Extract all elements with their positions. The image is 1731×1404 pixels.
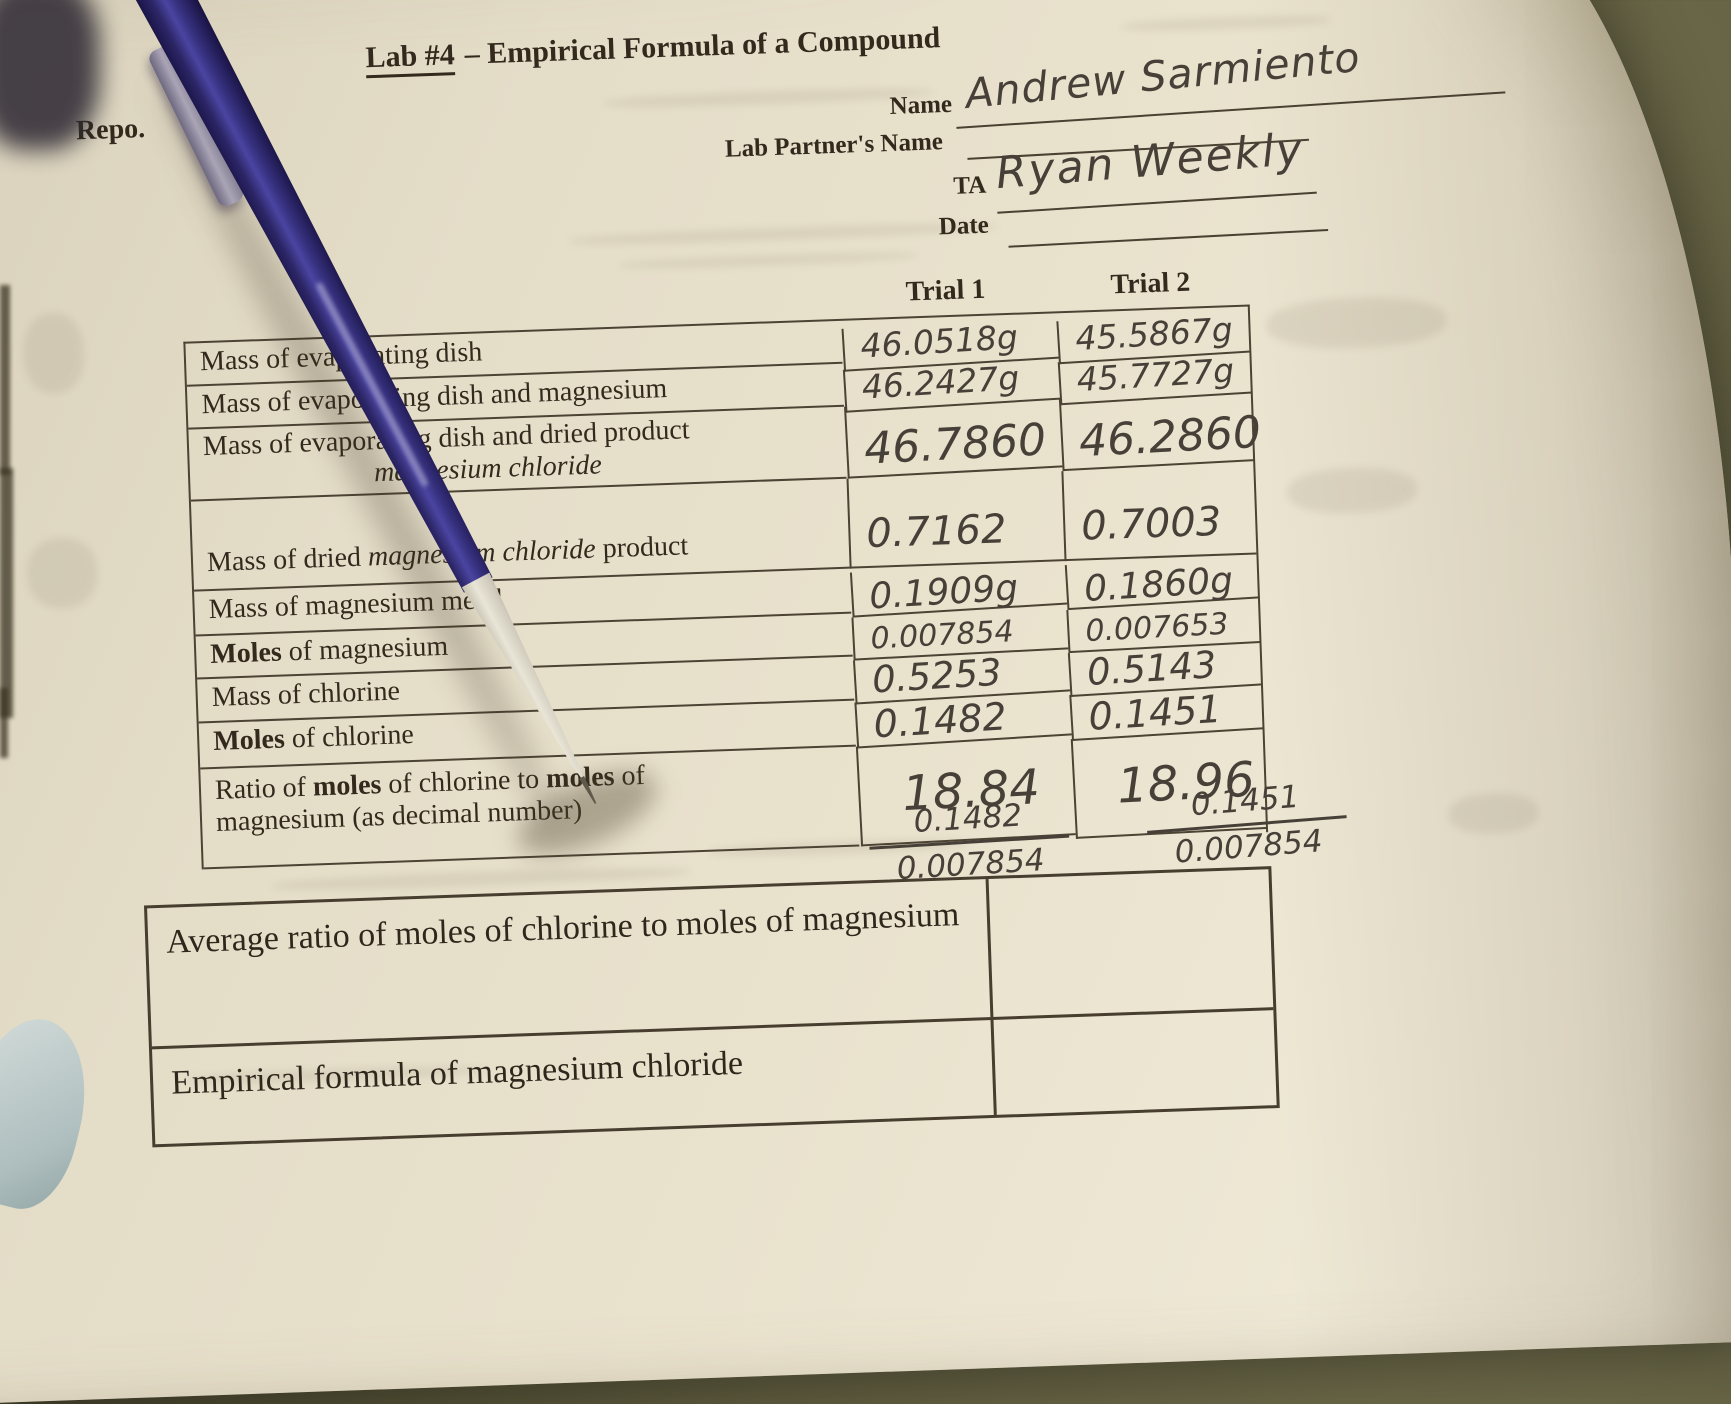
corner-shadow bbox=[0, 0, 100, 150]
trial-2-value: 46.2860 bbox=[1058, 389, 1262, 472]
name-label: Name bbox=[889, 90, 953, 120]
page-title: Lab #4– Empirical Formula of a Compound bbox=[364, 21, 941, 79]
bleedthrough-smudge bbox=[26, 536, 99, 610]
pen-point bbox=[577, 775, 600, 806]
date-label: Date bbox=[938, 211, 990, 241]
bleedthrough-smudge bbox=[618, 250, 919, 271]
bleedthrough-smudge bbox=[1286, 465, 1418, 516]
summary-table: Average ratio of moles of chlorine to mo… bbox=[143, 866, 1280, 1148]
ta-handwritten-value: Ryan Weekly bbox=[994, 123, 1307, 200]
trial-1-value: 0.7162 bbox=[846, 471, 1065, 569]
summary-row-label: Average ratio of moles of chlorine to mo… bbox=[147, 879, 994, 1047]
summary-row-value bbox=[994, 1010, 1277, 1115]
bleedthrough-smudge bbox=[1120, 13, 1332, 33]
bleedthrough-smudge bbox=[1265, 294, 1448, 351]
summary-table-rows: Average ratio of moles of chlorine to mo… bbox=[147, 869, 1277, 1145]
trial-1-header: Trial 1 bbox=[905, 273, 986, 308]
lab-partner-label: Lab Partner's Name bbox=[724, 128, 944, 163]
bleedthrough-smudge bbox=[1447, 791, 1540, 835]
lab-number-label: Lab #4 bbox=[364, 38, 456, 79]
bleedthrough-smudge bbox=[22, 312, 86, 395]
table-column-headers: Trial 1 Trial 2 bbox=[838, 265, 1248, 308]
ta-label: TA bbox=[952, 171, 987, 200]
work-fraction-trial2: 0.1451 0.007854 bbox=[1144, 775, 1350, 872]
bleedthrough-smudge bbox=[567, 220, 999, 248]
summary-row-value bbox=[989, 869, 1274, 1017]
date-underline bbox=[1008, 228, 1329, 248]
page-title-text: – Empirical Formula of a Compound bbox=[464, 21, 941, 71]
trial-1-value: 46.7860 bbox=[844, 395, 1063, 479]
trial-2-value: 0.7003 bbox=[1061, 464, 1257, 562]
trial-2-header: Trial 2 bbox=[1110, 266, 1191, 301]
desk-edge-sliver bbox=[0, 285, 10, 475]
desk-edge-sliver bbox=[0, 688, 8, 758]
bleedthrough-smudge bbox=[603, 85, 934, 110]
desk-edge-sliver bbox=[0, 468, 13, 718]
